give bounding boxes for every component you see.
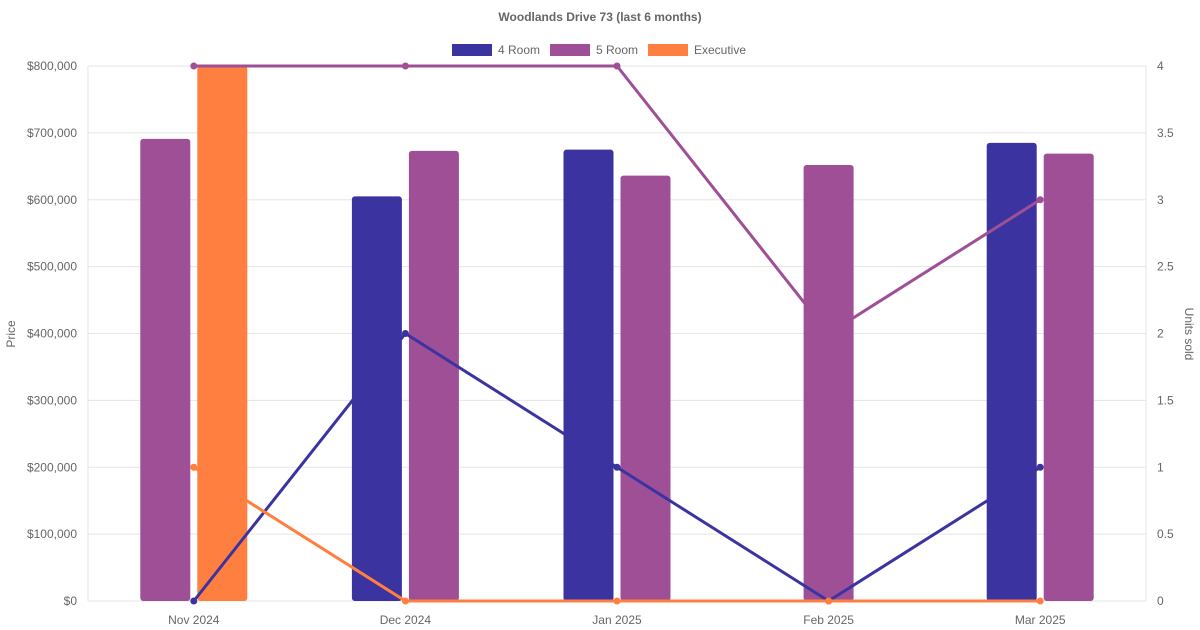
chart-title: Woodlands Drive 73 (last 6 months)	[498, 10, 701, 24]
x-tick-label: Mar 2025	[1015, 613, 1066, 627]
y-tick-label: $200,000	[27, 460, 77, 474]
legend-label-5-room: 5 Room	[596, 43, 638, 57]
y-tick-label: $800,000	[27, 59, 77, 73]
x-tick-label: Jan 2025	[592, 613, 642, 627]
y-tick-label: $500,000	[27, 260, 77, 274]
legend-swatch-executive	[648, 44, 688, 56]
point-executive	[613, 597, 621, 605]
y2-tick-label: 1	[1157, 460, 1164, 474]
point-executive	[825, 597, 833, 605]
legend-swatch-5-room	[550, 44, 590, 56]
bar-4-room	[986, 142, 1037, 601]
y2-tick-label: 3	[1157, 193, 1164, 207]
y2-tick-label: 1.5	[1157, 393, 1174, 407]
bar-4-room	[351, 196, 402, 601]
bar-series	[140, 66, 1094, 602]
point-5-room	[401, 62, 409, 70]
y2-tick-label: 3.5	[1157, 126, 1174, 140]
y-axis-left-title: Price	[4, 320, 18, 348]
line-series	[190, 62, 1044, 605]
bar-4-room	[563, 149, 614, 601]
bar-5-room	[408, 150, 459, 601]
y-axis-right-ticks: 0 0.5 1 1.5 2 2.5 3 3.5 4	[1157, 59, 1174, 608]
point-executive	[401, 597, 409, 605]
point-5-room	[613, 62, 621, 70]
y-tick-label: $300,000	[27, 393, 77, 407]
y-tick-label: $0	[64, 594, 78, 608]
point-4-room	[1036, 463, 1044, 471]
point-4-room	[190, 597, 198, 605]
point-executive	[1036, 597, 1044, 605]
legend-label-executive: Executive	[694, 43, 746, 57]
y-axis-right-title: Units sold	[1182, 308, 1196, 361]
y-tick-label: $600,000	[27, 193, 77, 207]
point-4-room	[401, 330, 409, 337]
bar-5-room	[1043, 153, 1094, 601]
y-tick-label: $100,000	[27, 527, 77, 541]
point-5-room	[190, 62, 198, 70]
chart-legend: 4 Room 5 Room Executive	[452, 43, 746, 57]
legend-label-4-room: 4 Room	[498, 43, 540, 57]
bar-5-room	[140, 138, 191, 602]
bar-executive	[197, 66, 248, 601]
y2-tick-label: 2.5	[1157, 260, 1174, 274]
y2-tick-label: 0.5	[1157, 527, 1174, 541]
legend-swatch-4-room	[452, 44, 492, 56]
y2-tick-label: 2	[1157, 327, 1164, 341]
x-tick-label: Dec 2024	[380, 613, 432, 627]
y-axis-left-ticks: $0 $100,000 $200,000 $300,000 $400,000 $500,0…	[27, 59, 77, 608]
y2-tick-label: 0	[1157, 594, 1164, 608]
x-axis-ticks: Nov 2024 Dec 2024 Jan 2025 Feb 2025 Mar 2025	[168, 613, 1066, 627]
x-tick-label: Feb 2025	[803, 613, 854, 627]
y-tick-label: $400,000	[27, 327, 77, 341]
y-tick-label: $700,000	[27, 126, 77, 140]
point-executive	[190, 463, 198, 471]
point-5-room	[1036, 196, 1044, 204]
point-5-room	[825, 330, 833, 337]
bar-5-room	[803, 164, 854, 601]
x-tick-label: Nov 2024	[168, 613, 220, 627]
y2-tick-label: 4	[1157, 59, 1164, 73]
bar-5-room	[620, 175, 671, 602]
point-4-room	[613, 463, 621, 471]
